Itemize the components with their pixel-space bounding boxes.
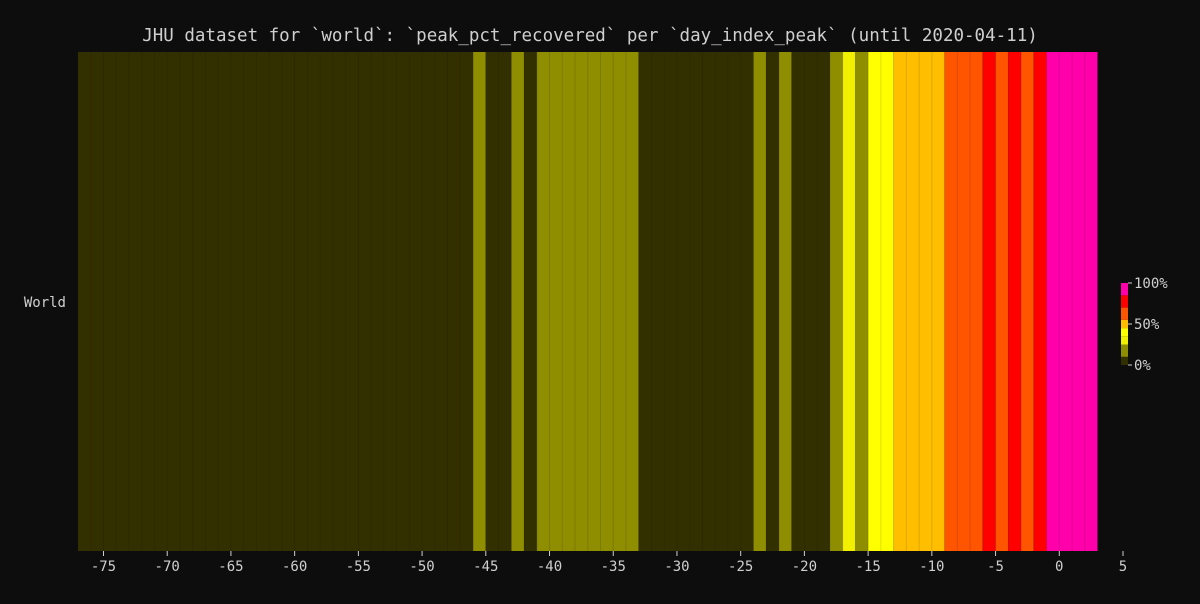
x-tick-label: -55 (346, 559, 371, 575)
heatmap-cell (638, 52, 754, 551)
x-tick-label: -15 (855, 559, 880, 575)
chart-title: JHU dataset for `world`: `peak_pct_recov… (142, 26, 1038, 46)
heatmap-cell (868, 52, 894, 551)
heatmap-cell (778, 52, 792, 551)
x-tick-label: -60 (282, 559, 307, 575)
colorbar-segment (1121, 356, 1128, 365)
x-tick-label: -10 (919, 559, 944, 575)
colorbar-segment (1121, 319, 1128, 329)
heatmap-cell (1008, 52, 1022, 551)
x-tick-label: 5 (1119, 559, 1127, 575)
x-tick-label: -50 (409, 559, 434, 575)
colorbar-segment (1121, 283, 1128, 296)
heatmap-cell (829, 52, 843, 551)
heatmap-cell (78, 52, 474, 551)
heatmap-cell (485, 52, 512, 551)
x-tick-label: -35 (601, 559, 626, 575)
heatmap-cell (982, 52, 996, 551)
x-tick-label: -40 (537, 559, 562, 575)
heatmap-cell (855, 52, 869, 551)
heatmap-cell (995, 52, 1009, 551)
colorbar-segment (1121, 307, 1128, 320)
heatmap-cell (511, 52, 525, 551)
colorbar-segment (1121, 344, 1128, 357)
colorbar-tick-label: 0% (1134, 358, 1151, 374)
heatmap-cell (753, 52, 767, 551)
heatmap-cell (893, 52, 945, 551)
heatmap-cell (473, 52, 486, 551)
heatmap-cell (536, 52, 639, 551)
heatmap-cell (766, 52, 779, 551)
x-tick-label: -25 (728, 559, 753, 575)
heatmap-cell (1046, 52, 1098, 551)
x-tick-label: -75 (91, 559, 116, 575)
colorbar-tick-label: 100% (1134, 276, 1168, 292)
colorbar-segment (1121, 336, 1128, 345)
x-tick-label: 0 (1055, 559, 1063, 575)
x-tick-label: -70 (155, 559, 180, 575)
heatmap-cell (1021, 52, 1034, 551)
row-label: World (24, 295, 66, 311)
heatmap-cells (78, 52, 1098, 551)
heatmap-cell (1033, 52, 1047, 551)
colorbar-segment (1121, 328, 1128, 337)
colorbar-segment (1121, 295, 1128, 308)
x-tick-label: -5 (987, 559, 1004, 575)
x-tick-label: -65 (218, 559, 243, 575)
x-axis: -75 -70 -65 -60 -55 -50 -45 -40 -35 -30 -25 -20 -15-… (91, 551, 1127, 575)
x-tick-label: -20 (792, 559, 817, 575)
heatmap-cell (791, 52, 830, 551)
colorbar: 100% 50% 0% (1121, 276, 1168, 374)
x-tick-label: -30 (664, 559, 689, 575)
heatmap-cell (944, 52, 983, 551)
heatmap-cell (842, 52, 856, 551)
heatmap-cell (524, 52, 537, 551)
x-tick-label: -45 (473, 559, 498, 575)
colorbar-tick-label: 50% (1134, 317, 1160, 333)
